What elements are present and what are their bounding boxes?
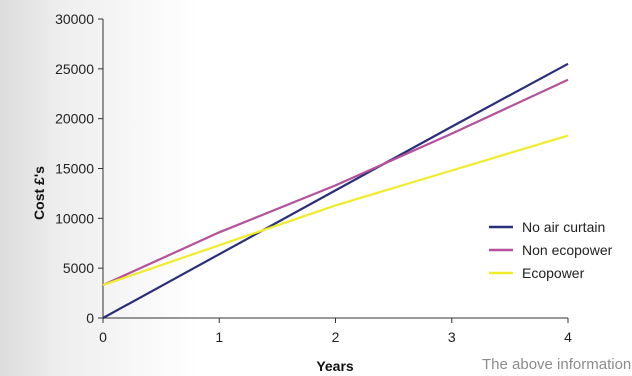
series-line bbox=[102, 134, 569, 287]
series-layer bbox=[102, 62, 569, 319]
x-tick-label: 0 bbox=[99, 329, 107, 345]
series-line bbox=[102, 78, 569, 287]
y-tick-label: 20000 bbox=[55, 111, 94, 127]
y-tick-label: 5000 bbox=[63, 260, 94, 276]
x-tick-label: 4 bbox=[564, 329, 572, 345]
x-tick-label: 3 bbox=[448, 329, 456, 345]
y-tick-label: 30000 bbox=[55, 11, 94, 27]
y-tick-label: 25000 bbox=[55, 61, 94, 77]
legend-label: Ecopower bbox=[522, 265, 585, 281]
axes: 0 5000 10000 15000 20000 25000 30000 0 1 2 3 4 bbox=[55, 11, 572, 345]
x-tick-label: 1 bbox=[215, 329, 223, 345]
footnote-text: The above information bbox=[482, 356, 632, 373]
y-tick-label: 0 bbox=[86, 310, 94, 326]
y-axis-title: Cost £'s bbox=[31, 166, 47, 220]
legend-label: No air curtain bbox=[522, 219, 605, 235]
legend: No air curtain Non ecopower Ecopower bbox=[489, 219, 613, 281]
legend-label: Non ecopower bbox=[522, 242, 613, 258]
x-axis-title: Years bbox=[316, 358, 354, 374]
y-tick-label: 15000 bbox=[55, 161, 94, 177]
x-tick-label: 2 bbox=[332, 329, 340, 345]
series-line bbox=[102, 62, 569, 319]
y-tick-label: 10000 bbox=[55, 210, 94, 226]
